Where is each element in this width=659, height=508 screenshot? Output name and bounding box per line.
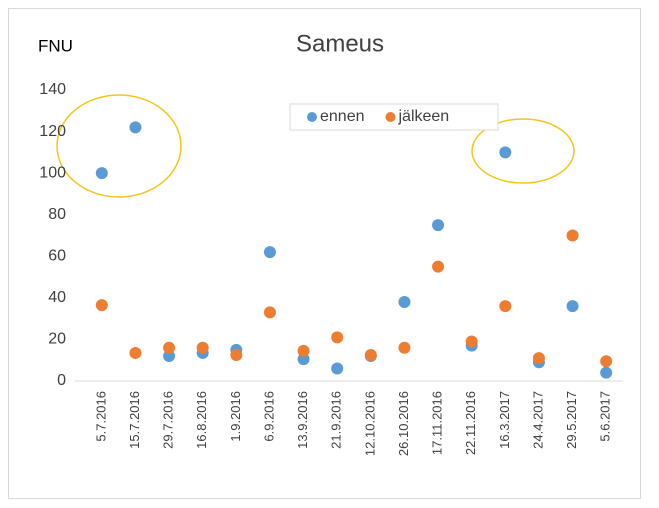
y-tick-label: 140 (39, 81, 66, 98)
x-tick-label: 6.9.2016 (261, 391, 276, 442)
point (499, 300, 512, 313)
point (196, 341, 209, 354)
x-tick-label: 13.9.2016 (295, 391, 310, 449)
point (432, 260, 445, 273)
point (432, 219, 445, 232)
point (297, 353, 310, 366)
x-tick-label: 1.9.2016 (228, 391, 243, 442)
x-tick-label: 26.10.2016 (396, 391, 411, 456)
y-tick-label: 0 (57, 372, 66, 389)
point (297, 344, 310, 357)
x-tick-label: 21.9.2016 (329, 391, 344, 449)
y-tick-label: 80 (48, 206, 66, 223)
legend-label: ennen (320, 108, 365, 125)
x-tick-label: 5.6.2017 (598, 391, 613, 442)
point (600, 366, 613, 379)
point (398, 296, 411, 309)
legend-label: jälkeen (398, 108, 450, 125)
point (398, 341, 411, 354)
y-tick-label: 60 (48, 248, 66, 265)
x-tick-label: 15.7.2016 (127, 391, 142, 449)
point (600, 355, 613, 368)
chart-border (8, 8, 641, 499)
point (566, 300, 579, 313)
point (532, 352, 545, 365)
y-tick-label: 20 (48, 331, 66, 348)
legend-marker (307, 112, 317, 122)
point (230, 349, 243, 362)
point (95, 299, 108, 312)
point (566, 229, 579, 242)
x-tick-label: 5.7.2016 (93, 391, 108, 442)
y-tick-label: 120 (39, 123, 66, 140)
x-tick-label: 24.4.2017 (530, 391, 545, 449)
x-tick-label: 29.7.2016 (161, 391, 176, 449)
point (465, 335, 478, 348)
point (95, 167, 108, 180)
point (263, 306, 276, 319)
y-tick-label: 100 (39, 164, 66, 181)
point (364, 349, 377, 362)
point (263, 246, 276, 259)
point (331, 331, 344, 344)
point (163, 341, 176, 354)
chart-title: Sameus (296, 30, 384, 57)
highlight-ellipse (56, 94, 182, 198)
highlight-ellipse (471, 118, 575, 184)
x-tick-label: 16.3.2017 (497, 391, 512, 449)
y-axis-label: FNU (38, 36, 73, 55)
x-tick-label: 12.10.2016 (362, 391, 377, 456)
legend-marker (385, 112, 396, 122)
point (129, 346, 142, 359)
point (331, 362, 344, 375)
y-tick-label: 40 (48, 289, 66, 306)
point (163, 350, 176, 363)
x-tick-label: 16.8.2016 (194, 391, 209, 449)
point (129, 121, 142, 134)
x-tick-label: 22.11.2016 (463, 391, 478, 455)
x-tick-label: 29.5.2017 (564, 391, 579, 449)
x-tick-label: 17.11.2016 (430, 391, 445, 455)
point (499, 146, 512, 159)
